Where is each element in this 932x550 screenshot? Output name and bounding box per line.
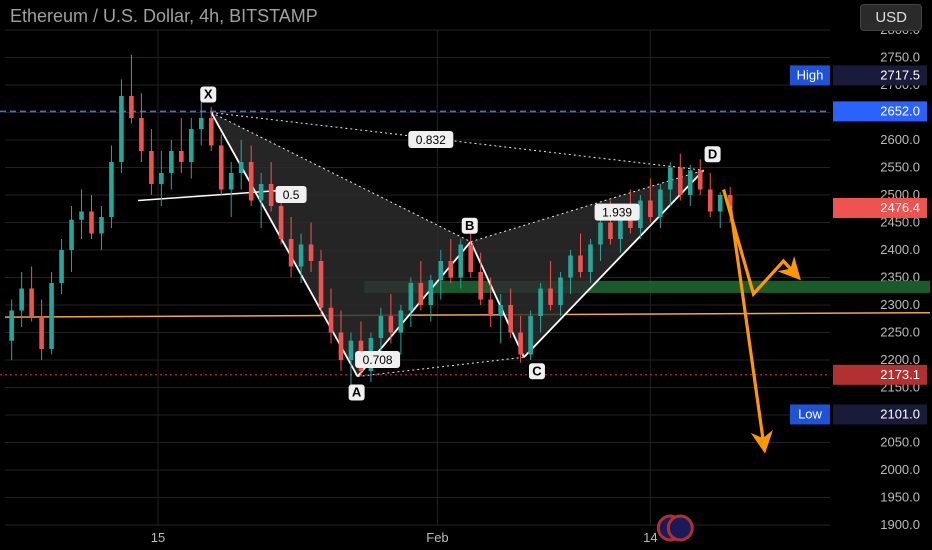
pattern-point-label: C xyxy=(532,363,542,378)
price-badge-value: 2476.4 xyxy=(880,200,920,215)
chart-svg[interactable]: 1900.01950.02000.02050.02100.02150.02200… xyxy=(0,0,932,550)
svg-text:2050.0: 2050.0 xyxy=(880,435,920,450)
price-badge-value: 2717.5 xyxy=(880,67,920,82)
svg-text:1950.0: 1950.0 xyxy=(880,490,920,505)
svg-text:2400.0: 2400.0 xyxy=(880,242,920,257)
badge-label-text: High xyxy=(797,67,824,82)
price-badge-value: 2173.1 xyxy=(880,367,920,382)
price-badge-value: 2652.0 xyxy=(880,103,920,118)
ratio-label: 0.5 xyxy=(283,188,300,202)
support-zone xyxy=(364,281,930,293)
svg-text:1900.0: 1900.0 xyxy=(880,517,920,532)
chart-title: Ethereum / U.S. Dollar, 4h, BITSTAMP xyxy=(10,6,318,27)
ratio-label: 1.939 xyxy=(602,206,632,220)
flag-icon[interactable] xyxy=(668,516,692,540)
ratio-label: 0.708 xyxy=(363,353,393,367)
svg-text:2200.0: 2200.0 xyxy=(880,352,920,367)
price-badge-value: 2101.0 xyxy=(880,406,920,421)
svg-text:14: 14 xyxy=(643,530,657,545)
ratio-label: 0.832 xyxy=(416,133,446,147)
svg-text:2250.0: 2250.0 xyxy=(880,325,920,340)
svg-text:2550.0: 2550.0 xyxy=(880,160,920,175)
pattern-point-label: B xyxy=(465,218,474,233)
chart-container[interactable]: Ethereum / U.S. Dollar, 4h, BITSTAMP USD… xyxy=(0,0,932,550)
svg-text:2300.0: 2300.0 xyxy=(880,297,920,312)
badge-label-text: Low xyxy=(798,406,822,421)
currency-toggle[interactable]: USD xyxy=(860,4,922,31)
pattern-point-label: X xyxy=(204,87,213,102)
svg-text:2000.0: 2000.0 xyxy=(880,462,920,477)
pattern-point-label: A xyxy=(352,385,362,400)
svg-text:2750.0: 2750.0 xyxy=(880,50,920,65)
pattern-point-label: D xyxy=(708,146,717,161)
svg-text:2600.0: 2600.0 xyxy=(880,132,920,147)
svg-text:Feb: Feb xyxy=(426,530,448,545)
svg-text:15: 15 xyxy=(151,530,165,545)
